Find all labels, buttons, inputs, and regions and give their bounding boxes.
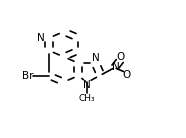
Text: Br: Br [22, 71, 33, 81]
Text: N: N [92, 53, 100, 63]
Text: O: O [122, 70, 130, 80]
Text: O: O [117, 52, 125, 62]
Text: N: N [37, 33, 45, 43]
Text: N: N [83, 80, 91, 90]
Text: N: N [112, 62, 119, 72]
Text: CH₃: CH₃ [79, 94, 95, 103]
